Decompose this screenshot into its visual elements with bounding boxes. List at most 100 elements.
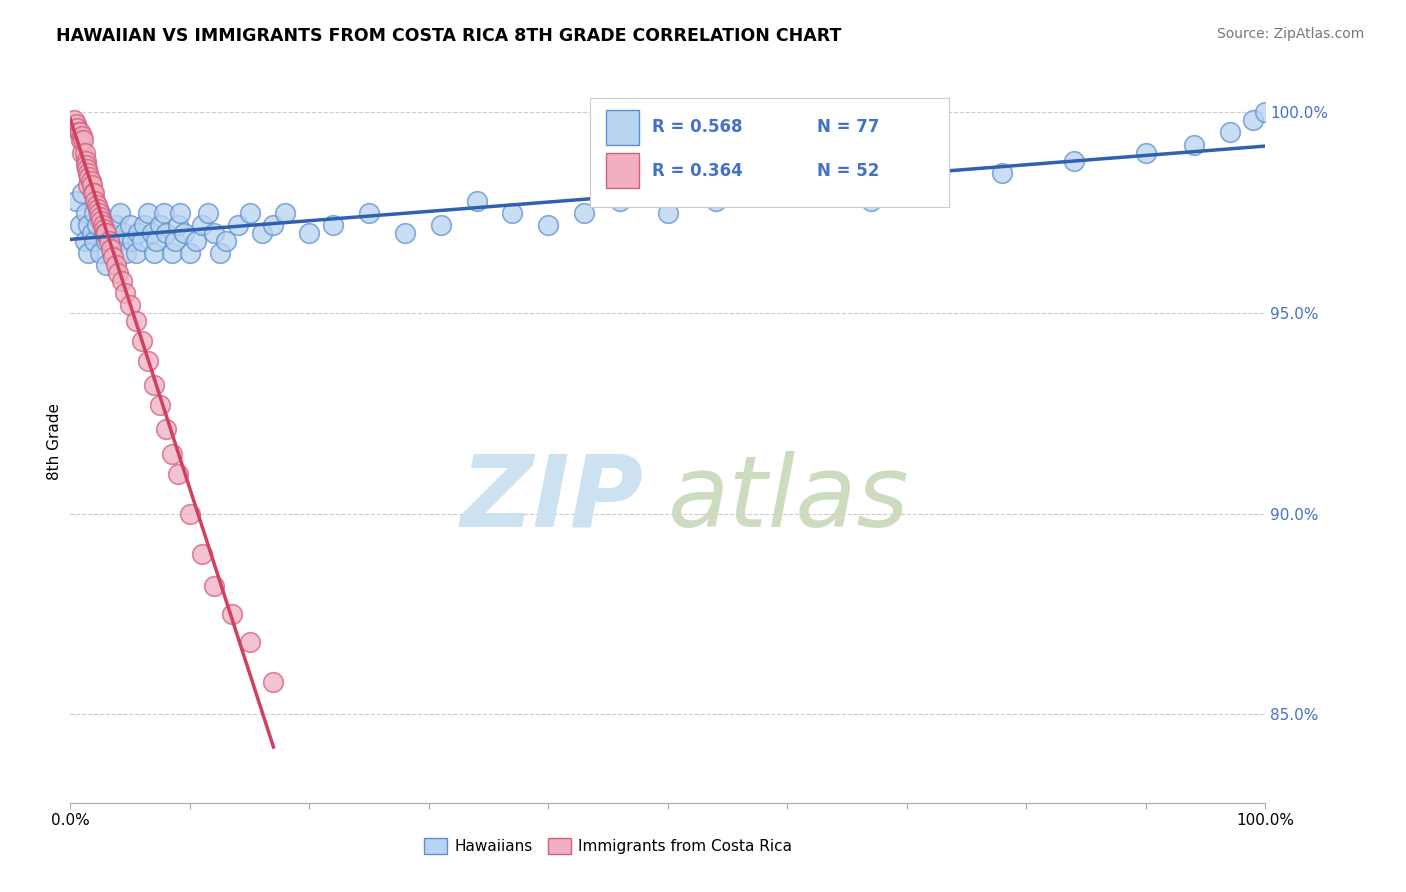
Point xyxy=(103,250,125,264)
Point xyxy=(179,507,201,521)
Point xyxy=(83,186,105,200)
Point xyxy=(107,234,129,248)
Point xyxy=(127,226,149,240)
Point xyxy=(103,234,125,248)
Point xyxy=(63,113,86,128)
Point xyxy=(97,234,120,248)
Y-axis label: 8th Grade: 8th Grade xyxy=(46,403,62,480)
Point xyxy=(80,178,103,192)
Point xyxy=(250,226,273,240)
Point xyxy=(1182,137,1205,152)
Point xyxy=(359,206,381,220)
Point xyxy=(143,246,166,260)
Point xyxy=(89,210,111,224)
Point xyxy=(73,145,96,160)
Point xyxy=(214,234,236,248)
Point xyxy=(89,206,111,220)
Point xyxy=(239,635,262,649)
Point xyxy=(155,226,177,240)
Point xyxy=(1063,153,1085,168)
Point xyxy=(202,579,225,593)
Point xyxy=(430,218,453,232)
Point xyxy=(112,226,135,240)
Point xyxy=(141,226,163,240)
Point xyxy=(860,194,883,208)
Point xyxy=(114,286,136,301)
Point xyxy=(191,218,214,232)
Point xyxy=(67,126,90,140)
Point xyxy=(322,218,344,232)
Point xyxy=(79,174,101,188)
Point xyxy=(537,218,560,232)
Point xyxy=(66,121,89,136)
Point xyxy=(90,214,112,228)
Point xyxy=(149,399,172,413)
Point xyxy=(263,675,285,690)
Point xyxy=(104,258,127,272)
Point xyxy=(166,218,188,232)
Point xyxy=(155,423,177,437)
Point xyxy=(136,354,159,368)
Point xyxy=(77,166,100,180)
Point xyxy=(121,234,143,248)
Point xyxy=(96,226,117,240)
Point xyxy=(89,246,111,260)
Point xyxy=(226,218,249,232)
Point xyxy=(191,547,214,561)
Point xyxy=(107,266,129,280)
Point xyxy=(70,145,93,160)
Point xyxy=(166,467,188,481)
Text: HAWAIIAN VS IMMIGRANTS FROM COSTA RICA 8TH GRADE CORRELATION CHART: HAWAIIAN VS IMMIGRANTS FROM COSTA RICA 8… xyxy=(56,27,842,45)
Text: R = 0.568: R = 0.568 xyxy=(652,119,742,136)
Point xyxy=(152,206,174,220)
Legend: Hawaiians, Immigrants from Costa Rica: Hawaiians, Immigrants from Costa Rica xyxy=(418,832,799,860)
Point xyxy=(96,234,117,248)
Point xyxy=(72,134,94,148)
Point xyxy=(125,314,148,328)
Text: N = 52: N = 52 xyxy=(817,161,880,179)
Point xyxy=(98,226,121,240)
Point xyxy=(93,222,115,236)
Point xyxy=(197,206,219,220)
Text: Source: ZipAtlas.com: Source: ZipAtlas.com xyxy=(1216,27,1364,41)
Point xyxy=(1243,113,1265,128)
Point xyxy=(120,218,141,232)
Point xyxy=(80,226,103,240)
Point xyxy=(184,234,207,248)
Point xyxy=(87,206,110,220)
Point xyxy=(136,206,159,220)
Point xyxy=(101,246,124,260)
Text: atlas: atlas xyxy=(668,450,910,548)
Point xyxy=(110,206,132,220)
Point xyxy=(274,206,297,220)
Point xyxy=(202,226,225,240)
FancyBboxPatch shape xyxy=(591,98,949,207)
Point xyxy=(1218,126,1241,140)
Point xyxy=(69,126,91,140)
Point xyxy=(465,194,488,208)
Point xyxy=(77,218,100,232)
Point xyxy=(143,378,166,392)
Text: R = 0.364: R = 0.364 xyxy=(652,161,742,179)
Point xyxy=(75,206,97,220)
Point xyxy=(752,186,775,200)
Point xyxy=(96,258,117,272)
Point xyxy=(75,158,97,172)
Point xyxy=(574,206,596,220)
Point xyxy=(111,274,134,288)
Point xyxy=(165,234,187,248)
Point xyxy=(93,226,115,240)
Point xyxy=(221,607,243,622)
Point xyxy=(134,218,156,232)
Point xyxy=(160,246,183,260)
Point xyxy=(77,246,100,260)
Point xyxy=(131,334,153,349)
Point xyxy=(91,218,114,232)
Point xyxy=(920,178,942,192)
Point xyxy=(83,234,105,248)
Point xyxy=(120,298,141,312)
Point xyxy=(115,246,138,260)
Point xyxy=(169,206,191,220)
Point xyxy=(82,186,104,200)
Text: N = 77: N = 77 xyxy=(817,119,880,136)
